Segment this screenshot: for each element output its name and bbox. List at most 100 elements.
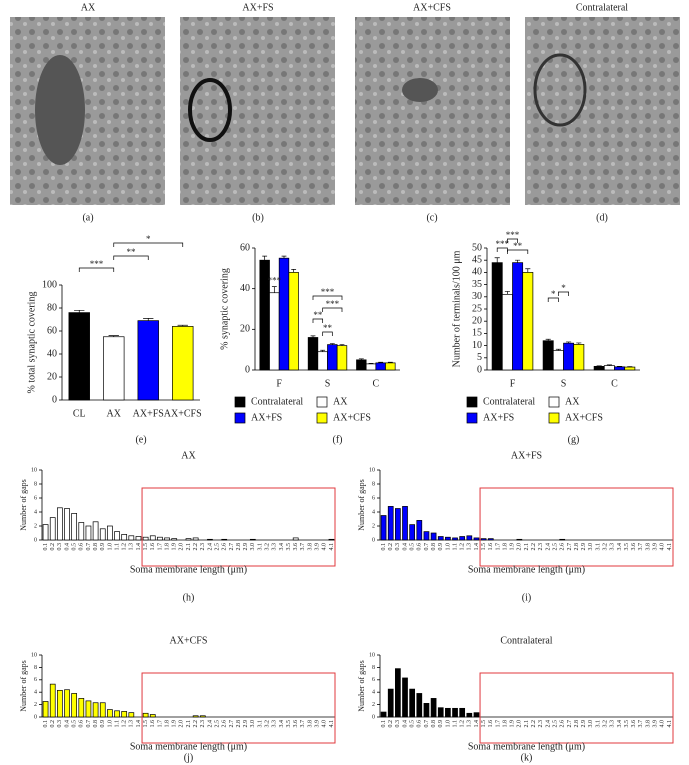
- bar: [516, 538, 523, 541]
- y-tick-label: 25: [472, 303, 482, 314]
- x-tick-label: 3.2: [602, 720, 608, 728]
- x-tick-label: 1.0: [107, 543, 113, 551]
- bar: [99, 702, 106, 718]
- x-tick-label: 1.0: [445, 543, 451, 551]
- bar: [78, 522, 85, 541]
- significance: **: [323, 323, 333, 333]
- bar: [522, 272, 534, 371]
- image-title: AX: [81, 2, 96, 13]
- x-tick-label: 1.4: [474, 543, 480, 551]
- highlight-box: [479, 487, 674, 567]
- bar: [327, 344, 338, 371]
- bar: [42, 524, 49, 541]
- x-tick-label: 1.6: [150, 543, 156, 551]
- x-tick-label: 0.5: [72, 543, 78, 551]
- x-tick-label: 2.2: [193, 543, 199, 551]
- x-tick-label: 0.7: [424, 543, 430, 551]
- y-axis-label: Number of gaps: [357, 479, 366, 531]
- x-tick-label: 2.3: [200, 543, 206, 551]
- error-bar: [143, 318, 154, 321]
- significance-bracket: [507, 238, 518, 243]
- x-tick-label: 0.2: [388, 720, 394, 728]
- legend-label: AX+FS: [483, 412, 514, 423]
- x-tick-label: 2.5: [214, 720, 220, 728]
- x-tick-label: 3.7: [300, 720, 306, 728]
- x-tick-label: 1.7: [495, 543, 501, 551]
- y-axis-label: % total synaptic covering: [26, 292, 37, 394]
- x-tick-label: 1.7: [157, 543, 163, 551]
- y-tick-label: 6: [372, 495, 375, 501]
- x-tick-label: 4.0: [660, 720, 666, 728]
- panel-label: (d): [596, 212, 608, 223]
- legend-swatch: [466, 412, 478, 424]
- x-tick-label: 1.8: [502, 543, 508, 551]
- bar: [416, 520, 423, 541]
- significance: *: [561, 283, 566, 293]
- y-tick-label: 80: [47, 302, 57, 313]
- x-tick-label: 0.9: [438, 543, 444, 551]
- bar: [71, 693, 78, 718]
- bar: [459, 536, 466, 541]
- x-tick-label: 0.8: [431, 720, 437, 728]
- y-tick-label: 0: [34, 714, 37, 720]
- bar: [85, 525, 92, 541]
- bar: [92, 702, 99, 718]
- x-tick-label: S: [561, 378, 567, 389]
- x-tick-label: 3.5: [286, 543, 292, 551]
- significance-bracket: [322, 307, 343, 312]
- bar: [288, 272, 299, 371]
- x-tick-label: 2.5: [552, 720, 558, 728]
- bar: [249, 538, 256, 541]
- x-tick-label: 1.7: [495, 720, 501, 728]
- y-axis-label: Number of terminals/100 μm: [451, 250, 462, 367]
- bar: [68, 312, 90, 401]
- x-tick-label: CL: [73, 408, 86, 419]
- error-bar: [320, 349, 326, 352]
- x-tick-label: 0.3: [57, 543, 63, 551]
- image-title: Contralateral: [576, 2, 628, 13]
- x-tick-label: 2.0: [517, 720, 523, 728]
- x-tick-label: 2.4: [207, 543, 213, 551]
- x-tick-label: 3.6: [631, 543, 637, 551]
- highlight-box: [479, 672, 674, 744]
- x-tick-label: 1.1: [114, 543, 120, 551]
- x-tick-label: 1.0: [445, 720, 451, 728]
- error-bar: [576, 342, 582, 345]
- y-tick-label: 20: [240, 324, 250, 335]
- legend-swatch: [316, 396, 328, 408]
- x-tick-label: 2.9: [581, 543, 587, 551]
- legend-swatch: [548, 412, 560, 424]
- bar: [336, 345, 348, 371]
- x-tick-label: 2.6: [560, 720, 566, 728]
- bar: [192, 715, 199, 718]
- error-bar: [606, 364, 612, 366]
- significance: ***: [321, 287, 335, 297]
- chart-title: AX+CFS: [170, 635, 208, 646]
- significance: ***: [326, 299, 340, 309]
- panel-label: (f): [333, 434, 343, 445]
- y-tick-label: 4: [34, 690, 37, 696]
- x-tick-label: 3.8: [645, 543, 651, 551]
- x-tick-label: S: [325, 378, 331, 389]
- x-tick-label: C: [372, 378, 379, 389]
- y-tick-label: 6: [372, 677, 375, 683]
- bar: [423, 531, 430, 541]
- x-tick-label: 3.6: [631, 720, 637, 728]
- bar: [552, 350, 564, 371]
- bar: [430, 532, 437, 541]
- x-tick-label: 1.7: [157, 720, 163, 728]
- panel-label: (h): [183, 592, 195, 603]
- significance: ***: [496, 239, 510, 249]
- bar: [221, 538, 228, 541]
- legend-swatch: [234, 412, 246, 424]
- panel-label: (a): [82, 212, 93, 223]
- x-tick-label: 0.1: [43, 543, 49, 551]
- image-title: AX+CFS: [413, 2, 451, 13]
- panel-label: (b): [252, 212, 264, 223]
- x-tick-label: 3.0: [588, 720, 594, 728]
- x-tick-label: 2.8: [236, 543, 242, 551]
- x-tick-label: 0.1: [43, 720, 49, 728]
- x-tick-label: C: [611, 378, 618, 389]
- y-tick-label: 10: [369, 467, 375, 473]
- chart-title: AX+FS: [511, 450, 542, 461]
